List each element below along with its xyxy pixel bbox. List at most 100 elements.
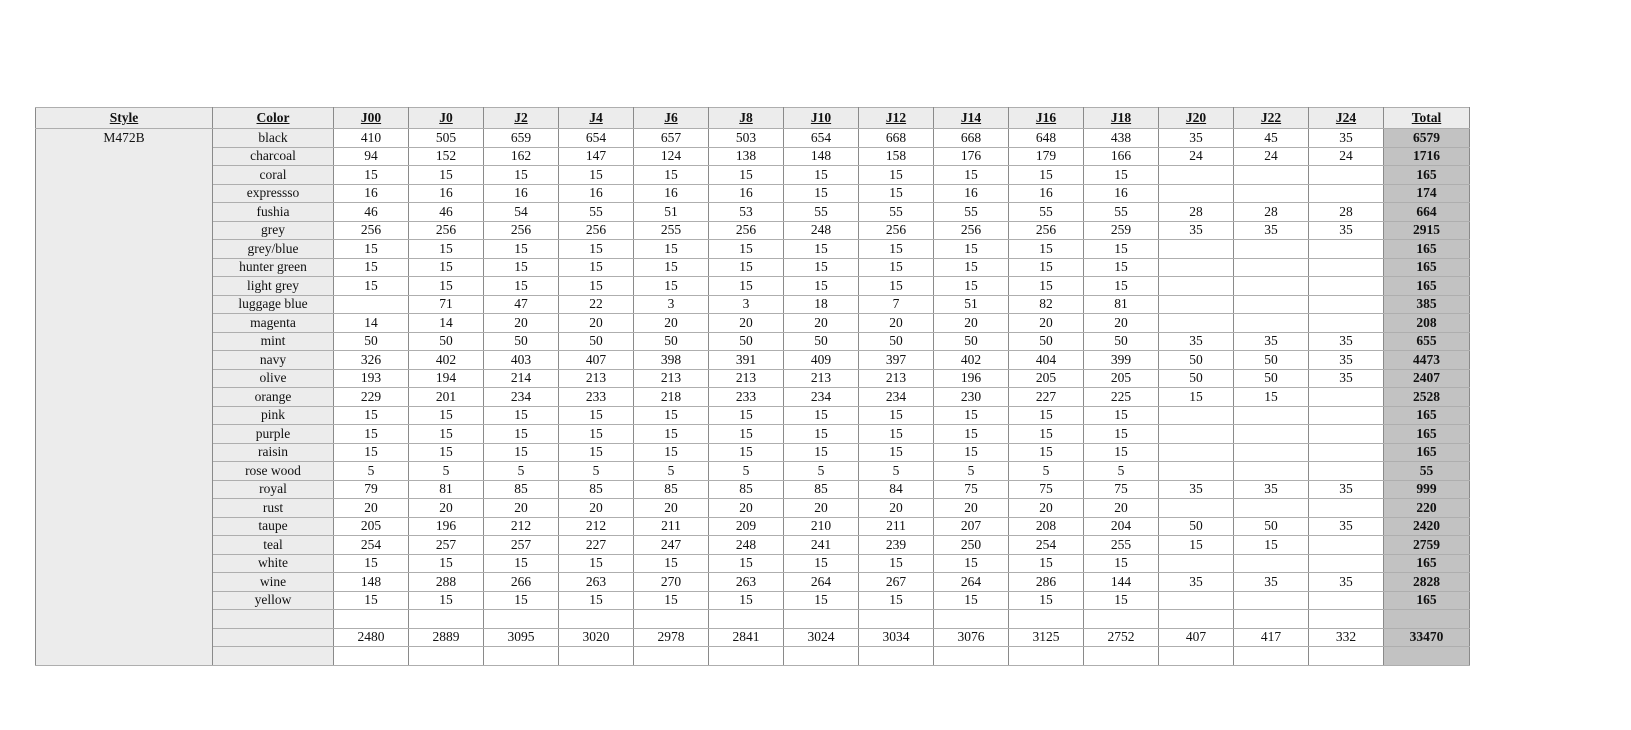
spacer-cell (858, 609, 934, 629)
qty-cell (1233, 183, 1309, 203)
qty-cell: 15 (1233, 387, 1309, 407)
spacer-cell (1083, 609, 1159, 629)
qty-cell: 15 (858, 276, 934, 296)
qty-cell: 50 (858, 331, 934, 351)
qty-cell: 35 (1308, 128, 1384, 148)
qty-cell: 193 (333, 368, 409, 388)
table-row-orange: orange 229 201 234 233 218 233 234 234 230 227 225 1… (36, 387, 1470, 407)
qty-cell (1308, 405, 1384, 425)
column-total-cell: 407 (1158, 627, 1234, 647)
qty-cell: 404 (1008, 350, 1084, 370)
column-total-cell: 3024 (783, 627, 859, 647)
color-label-cell: white (212, 553, 334, 573)
column-header-j16: J16 (1008, 107, 1084, 129)
qty-cell: 234 (783, 387, 859, 407)
color-label-cell: charcoal (212, 146, 334, 166)
color-label-cell: fushia (212, 202, 334, 222)
qty-cell: 15 (1008, 257, 1084, 277)
qty-cell: 15 (483, 442, 559, 462)
qty-cell: 207 (933, 516, 1009, 536)
qty-cell: 55 (558, 202, 634, 222)
qty-cell: 15 (483, 405, 559, 425)
qty-cell: 20 (933, 313, 1009, 333)
row-total-cell: 999 (1383, 479, 1470, 499)
row-total-cell: 2420 (1383, 516, 1470, 536)
spacer-total-cell (1383, 609, 1470, 629)
qty-cell: 85 (483, 479, 559, 499)
qty-cell: 15 (408, 553, 484, 573)
table-row-royal: royal 79 81 85 85 85 85 85 84 75 75 75 35 35 35 999 (36, 479, 1470, 499)
qty-cell: 46 (408, 202, 484, 222)
qty-cell: 35 (1308, 350, 1384, 370)
qty-cell (1308, 590, 1384, 610)
color-label-cell: coral (212, 165, 334, 185)
column-header-label: Total (1411, 110, 1442, 125)
qty-cell: 15 (408, 405, 484, 425)
color-label-cell: raisin (212, 442, 334, 462)
qty-cell: 399 (1083, 350, 1159, 370)
qty-cell: 15 (408, 276, 484, 296)
qty-cell: 51 (933, 294, 1009, 314)
column-header-j22: J22 (1233, 107, 1309, 129)
qty-cell: 50 (1233, 368, 1309, 388)
table-row-rust: rust 20 20 20 20 20 20 20 20 20 20 20 220 (36, 498, 1470, 518)
qty-cell: 53 (708, 202, 784, 222)
qty-cell: 124 (633, 146, 709, 166)
qty-cell: 234 (483, 387, 559, 407)
row-total-cell: 208 (1383, 313, 1470, 333)
column-header-j4: J4 (558, 107, 634, 129)
qty-cell: 213 (858, 368, 934, 388)
table-row-wine: wine 148 288 266 263 270 263 264 267 264 286 144 35 3… (36, 572, 1470, 592)
color-label-cell: grey/blue (212, 239, 334, 259)
qty-cell: 15 (333, 239, 409, 259)
qty-cell: 208 (1008, 516, 1084, 536)
qty-cell (1308, 442, 1384, 462)
qty-cell: 230 (933, 387, 1009, 407)
qty-cell: 256 (483, 220, 559, 240)
qty-cell: 654 (783, 128, 859, 148)
qty-cell: 211 (858, 516, 934, 536)
qty-cell: 15 (708, 442, 784, 462)
column-header-total: Total (1383, 107, 1470, 129)
table-header-row: Style Color J00 J0 J2 J4 J6 J8 J10 J12 J14 J16 J18 J2… (35, 107, 1470, 129)
color-label-cell: purple (212, 424, 334, 444)
column-header-j14: J14 (933, 107, 1009, 129)
table-row-black: M472B black 410 505 659 654 657 503 654 668 668 648… (35, 128, 1470, 666)
spacer-cell (333, 609, 409, 629)
footer-cell (1308, 646, 1384, 666)
qty-cell: 15 (408, 239, 484, 259)
qty-cell: 51 (633, 202, 709, 222)
qty-cell: 288 (408, 572, 484, 592)
qty-cell: 16 (933, 183, 1009, 203)
qty-cell: 85 (708, 479, 784, 499)
qty-cell (1158, 461, 1234, 481)
qty-cell: 16 (558, 183, 634, 203)
qty-cell (1308, 461, 1384, 481)
qty-cell: 256 (558, 220, 634, 240)
qty-cell (333, 294, 409, 314)
qty-cell: 15 (633, 424, 709, 444)
qty-cell: 15 (933, 405, 1009, 425)
color-label-cell: luggage blue (212, 294, 334, 314)
table-row-hunter-green: hunter green 15 15 15 15 15 15 15 15 15 15 15 165 (36, 257, 1470, 277)
table-row-white: white 15 15 15 15 15 15 15 15 15 15 15 165 (36, 553, 1470, 573)
color-label-cell: olive (212, 368, 334, 388)
qty-cell: 15 (558, 405, 634, 425)
qty-cell: 15 (633, 405, 709, 425)
column-header-j00: J00 (333, 107, 409, 129)
qty-cell: 15 (558, 257, 634, 277)
qty-cell: 15 (633, 165, 709, 185)
qty-cell (1308, 387, 1384, 407)
footer-cell (1233, 646, 1309, 666)
column-header-j18: J18 (1083, 107, 1159, 129)
qty-cell (1308, 553, 1384, 573)
qty-cell: 234 (858, 387, 934, 407)
qty-cell: 15 (858, 405, 934, 425)
table-row-taupe: taupe 205 196 212 212 211 209 210 211 207 208 204 50… (36, 516, 1470, 536)
column-total-cell: 2480 (333, 627, 409, 647)
qty-cell (1158, 442, 1234, 462)
color-label-cell: navy (212, 350, 334, 370)
qty-cell: 20 (483, 313, 559, 333)
qty-cell: 20 (933, 498, 1009, 518)
qty-cell: 15 (558, 424, 634, 444)
